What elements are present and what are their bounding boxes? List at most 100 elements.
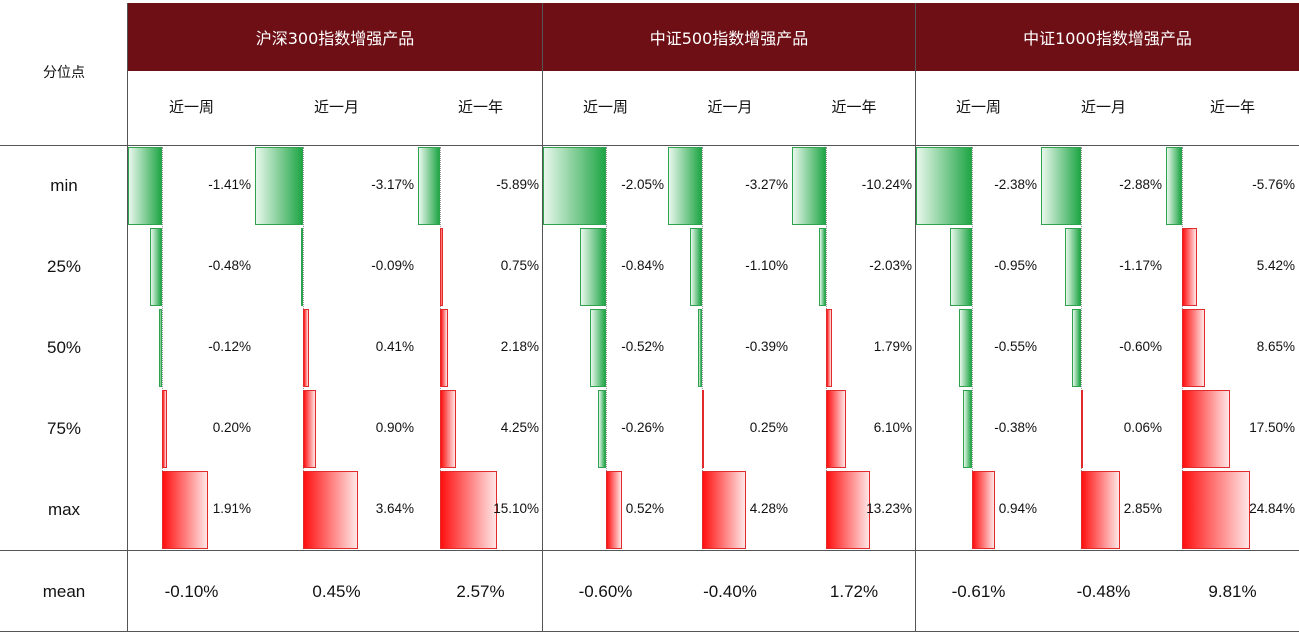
zero-line xyxy=(1080,147,1082,549)
value-label-3-3: -0.26% xyxy=(621,420,664,435)
bar-6-1 xyxy=(949,228,973,306)
mean-value-6: -0.61% xyxy=(951,582,1006,601)
bar-8-3 xyxy=(1181,390,1230,468)
mean-value-0: -0.10% xyxy=(164,582,219,601)
header-bottom-line xyxy=(0,145,1299,146)
value-label-6-0: -2.38% xyxy=(994,177,1037,192)
value-label-2-0: -5.89% xyxy=(496,177,539,192)
divider-group-2 xyxy=(915,3,916,632)
row-label-4: max xyxy=(47,500,81,519)
value-label-6-1: -0.95% xyxy=(994,258,1037,273)
mean-value-7: -0.48% xyxy=(1076,582,1131,601)
value-label-3-1: -0.84% xyxy=(621,258,664,273)
value-label-1-0: -3.17% xyxy=(371,177,414,192)
mean-value-5: 1.72% xyxy=(829,582,879,601)
value-label-6-3: -0.38% xyxy=(994,420,1037,435)
zero-line xyxy=(701,147,703,549)
bar-4-3 xyxy=(701,390,705,468)
value-label-5-0: -10.24% xyxy=(861,177,912,192)
quantile-header-label: 分位点 xyxy=(43,65,85,81)
bar-4-1 xyxy=(690,228,702,306)
value-label-8-0: -5.76% xyxy=(1252,177,1295,192)
bar-6-4 xyxy=(972,471,995,549)
bar-5-3 xyxy=(826,390,847,468)
bar-2-2 xyxy=(440,309,449,387)
bar-0-0 xyxy=(128,147,162,225)
value-label-4-0: -3.27% xyxy=(745,177,788,192)
value-label-1-1: -0.09% xyxy=(371,258,414,273)
value-label-8-4: 24.84% xyxy=(1249,501,1295,516)
bar-0-3 xyxy=(161,390,167,468)
bar-0-1 xyxy=(150,228,162,306)
bar-7-2 xyxy=(1072,309,1081,387)
value-label-5-2: 1.79% xyxy=(873,339,912,354)
bar-6-3 xyxy=(963,390,973,468)
bar-0-2 xyxy=(159,309,162,387)
value-label-2-3: 4.25% xyxy=(500,420,539,435)
value-label-7-3: 0.06% xyxy=(1123,420,1162,435)
value-label-1-3: 0.90% xyxy=(375,420,414,435)
period-header-2: 近一年 xyxy=(457,98,503,116)
divider-group-1 xyxy=(542,3,543,632)
value-label-4-1: -1.10% xyxy=(745,258,788,273)
bar-7-4 xyxy=(1080,471,1120,549)
group-header-csi1000: 中证1000指数增强产品 xyxy=(916,3,1299,71)
bar-2-3 xyxy=(440,390,457,468)
value-label-7-4: 2.85% xyxy=(1123,501,1162,516)
value-label-6-2: -0.55% xyxy=(994,339,1037,354)
bar-1-3 xyxy=(302,390,317,468)
value-label-2-2: 2.18% xyxy=(500,339,539,354)
value-label-3-2: -0.52% xyxy=(621,339,664,354)
bar-5-4 xyxy=(826,471,871,549)
bar-4-4 xyxy=(701,471,747,549)
bar-1-2 xyxy=(302,309,309,387)
value-label-1-4: 3.64% xyxy=(375,501,414,516)
bar-5-2 xyxy=(826,309,833,387)
bar-7-1 xyxy=(1064,228,1081,306)
period-header-7: 近一月 xyxy=(1080,98,1126,116)
bar-7-3 xyxy=(1080,390,1083,468)
value-label-5-1: -2.03% xyxy=(869,258,912,273)
value-label-7-1: -1.17% xyxy=(1119,258,1162,273)
bar-8-1 xyxy=(1181,228,1197,306)
bar-7-0 xyxy=(1041,147,1081,225)
bar-1-4 xyxy=(302,471,358,549)
value-label-0-3: 0.20% xyxy=(212,420,251,435)
mean-value-1: 0.45% xyxy=(312,582,361,601)
row-label-3: 75% xyxy=(46,419,82,438)
value-label-2-1: 0.75% xyxy=(500,258,539,273)
mean-value-4: -0.40% xyxy=(703,582,757,601)
value-label-0-1: -0.48% xyxy=(208,258,251,273)
divider-rowlabels xyxy=(127,3,128,632)
zero-line xyxy=(972,147,974,549)
period-header-5: 近一年 xyxy=(831,98,877,116)
period-header-0: 近一周 xyxy=(168,98,214,116)
bar-4-0 xyxy=(668,147,702,225)
value-label-5-4: 13.23% xyxy=(866,501,912,516)
value-label-8-3: 17.50% xyxy=(1249,420,1295,435)
value-label-0-4: 1.91% xyxy=(212,501,251,516)
bar-3-3 xyxy=(597,390,606,468)
mean-value-2: 2.57% xyxy=(456,582,505,601)
bar-1-0 xyxy=(255,147,303,225)
row-label-1: 25% xyxy=(46,257,82,276)
mean-value-8: 9.81% xyxy=(1208,582,1257,601)
value-label-4-2: -0.39% xyxy=(745,339,788,354)
value-label-2-4: 15.10% xyxy=(493,501,539,516)
bar-6-2 xyxy=(959,309,973,387)
period-header-1: 近一月 xyxy=(313,98,359,116)
bar-4-2 xyxy=(697,309,702,387)
bar-0-4 xyxy=(161,471,208,549)
bar-3-0 xyxy=(543,147,606,225)
value-label-0-2: -0.12% xyxy=(208,339,251,354)
value-label-6-4: 0.94% xyxy=(998,501,1037,516)
mean-top-line xyxy=(0,550,1299,551)
value-label-7-0: -2.88% xyxy=(1119,177,1162,192)
value-label-0-0: -1.41% xyxy=(208,177,251,192)
bar-5-1 xyxy=(819,228,827,306)
bar-3-4 xyxy=(605,471,622,549)
bar-8-4 xyxy=(1181,471,1250,549)
period-header-4: 近一月 xyxy=(707,98,753,116)
bar-5-0 xyxy=(792,147,827,225)
value-label-8-2: 8.65% xyxy=(1256,339,1295,354)
